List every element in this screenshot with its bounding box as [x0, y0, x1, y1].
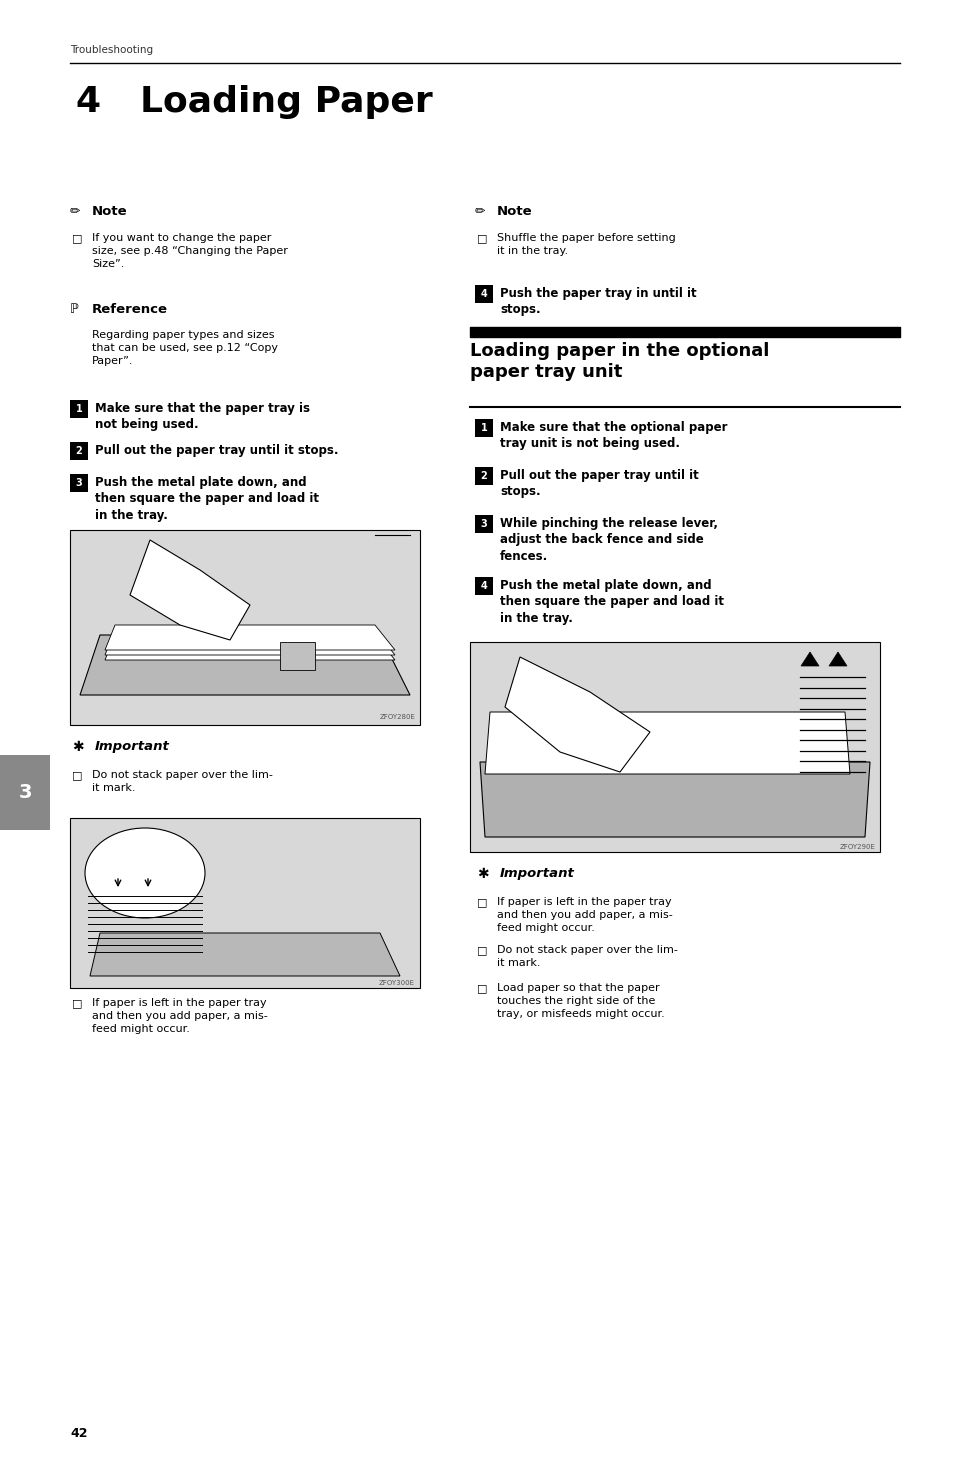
Text: Make sure that the optional paper
tray unit is not being used.: Make sure that the optional paper tray u…: [499, 420, 727, 450]
Text: Shuffle the paper before setting
it in the tray.: Shuffle the paper before setting it in t…: [497, 233, 675, 255]
FancyBboxPatch shape: [475, 419, 493, 437]
Text: □: □: [71, 233, 82, 243]
Text: Note: Note: [497, 205, 532, 218]
Text: ZFOY280E: ZFOY280E: [378, 714, 415, 720]
Text: Loading paper in the optional
paper tray unit: Loading paper in the optional paper tray…: [470, 342, 768, 381]
Text: Pull out the paper tray until it
stops.: Pull out the paper tray until it stops.: [499, 469, 698, 499]
Polygon shape: [80, 636, 410, 695]
Text: ✱: ✱: [71, 740, 84, 754]
Text: Pull out the paper tray until it stops.: Pull out the paper tray until it stops.: [95, 444, 338, 457]
Text: ℙ: ℙ: [70, 302, 79, 316]
Text: 1: 1: [480, 423, 487, 434]
Text: Regarding paper types and sizes
that can be used, see p.12 “Copy
Paper”.: Regarding paper types and sizes that can…: [91, 330, 277, 366]
Text: 3: 3: [18, 783, 31, 802]
Bar: [470, 642, 879, 853]
Polygon shape: [105, 625, 395, 650]
Text: □: □: [71, 999, 82, 1007]
Text: Push the metal plate down, and
then square the paper and load it
in the tray.: Push the metal plate down, and then squa…: [95, 476, 318, 522]
Text: Important: Important: [499, 867, 575, 881]
FancyBboxPatch shape: [70, 442, 88, 460]
Bar: [70, 530, 419, 726]
Text: □: □: [476, 982, 487, 993]
Text: 1: 1: [75, 404, 82, 414]
Text: If paper is left in the paper tray
and then you add paper, a mis-
feed might occ: If paper is left in the paper tray and t…: [497, 897, 672, 932]
Text: 3: 3: [480, 519, 487, 530]
Text: 4: 4: [480, 289, 487, 299]
Text: Do not stack paper over the lim-
it mark.: Do not stack paper over the lim- it mark…: [91, 770, 273, 792]
FancyBboxPatch shape: [70, 400, 88, 417]
FancyBboxPatch shape: [475, 577, 493, 594]
Text: If paper is left in the paper tray
and then you add paper, a mis-
feed might occ: If paper is left in the paper tray and t…: [91, 999, 268, 1034]
Polygon shape: [90, 934, 399, 976]
Text: ZFOY290E: ZFOY290E: [839, 844, 874, 850]
Polygon shape: [105, 630, 395, 655]
Text: Important: Important: [95, 740, 170, 754]
FancyBboxPatch shape: [475, 285, 493, 302]
Text: □: □: [476, 897, 487, 907]
Polygon shape: [801, 652, 818, 667]
Text: Troubleshooting: Troubleshooting: [70, 46, 153, 55]
Polygon shape: [105, 636, 395, 659]
Polygon shape: [479, 763, 869, 836]
Polygon shape: [504, 656, 649, 771]
Text: 4: 4: [480, 581, 487, 591]
Text: ✱: ✱: [476, 867, 488, 881]
Text: □: □: [476, 945, 487, 954]
Text: Reference: Reference: [91, 302, 168, 316]
Text: Note: Note: [91, 205, 128, 218]
Polygon shape: [828, 652, 846, 667]
Text: If you want to change the paper
size, see p.48 “Changing the Paper
Size”.: If you want to change the paper size, se…: [91, 233, 288, 268]
Text: 4: 4: [75, 86, 100, 119]
FancyBboxPatch shape: [475, 515, 493, 532]
FancyBboxPatch shape: [70, 473, 88, 493]
Text: □: □: [476, 233, 487, 243]
Text: Make sure that the paper tray is
not being used.: Make sure that the paper tray is not bei…: [95, 403, 310, 432]
FancyBboxPatch shape: [475, 468, 493, 485]
Text: ✏: ✏: [70, 205, 80, 218]
Text: Push the metal plate down, and
then square the paper and load it
in the tray.: Push the metal plate down, and then squa…: [499, 580, 723, 625]
Text: □: □: [71, 770, 82, 780]
Text: ZFOY300E: ZFOY300E: [378, 979, 415, 985]
Bar: [280, 642, 314, 670]
Text: Do not stack paper over the lim-
it mark.: Do not stack paper over the lim- it mark…: [497, 945, 678, 968]
Text: 42: 42: [70, 1426, 88, 1440]
Polygon shape: [484, 712, 849, 774]
Text: 3: 3: [75, 478, 82, 488]
Polygon shape: [130, 540, 250, 640]
Ellipse shape: [85, 827, 205, 917]
Text: ✏: ✏: [475, 205, 485, 218]
Text: Load paper so that the paper
touches the right side of the
tray, or misfeeds mig: Load paper so that the paper touches the…: [497, 982, 664, 1019]
Text: Push the paper tray in until it
stops.: Push the paper tray in until it stops.: [499, 288, 696, 317]
Bar: [0, 755, 50, 830]
Text: While pinching the release lever,
adjust the back fence and side
fences.: While pinching the release lever, adjust…: [499, 518, 718, 563]
Text: 2: 2: [480, 471, 487, 481]
Text: 2: 2: [75, 445, 82, 456]
Bar: [70, 819, 419, 988]
Text: Loading Paper: Loading Paper: [140, 86, 433, 119]
